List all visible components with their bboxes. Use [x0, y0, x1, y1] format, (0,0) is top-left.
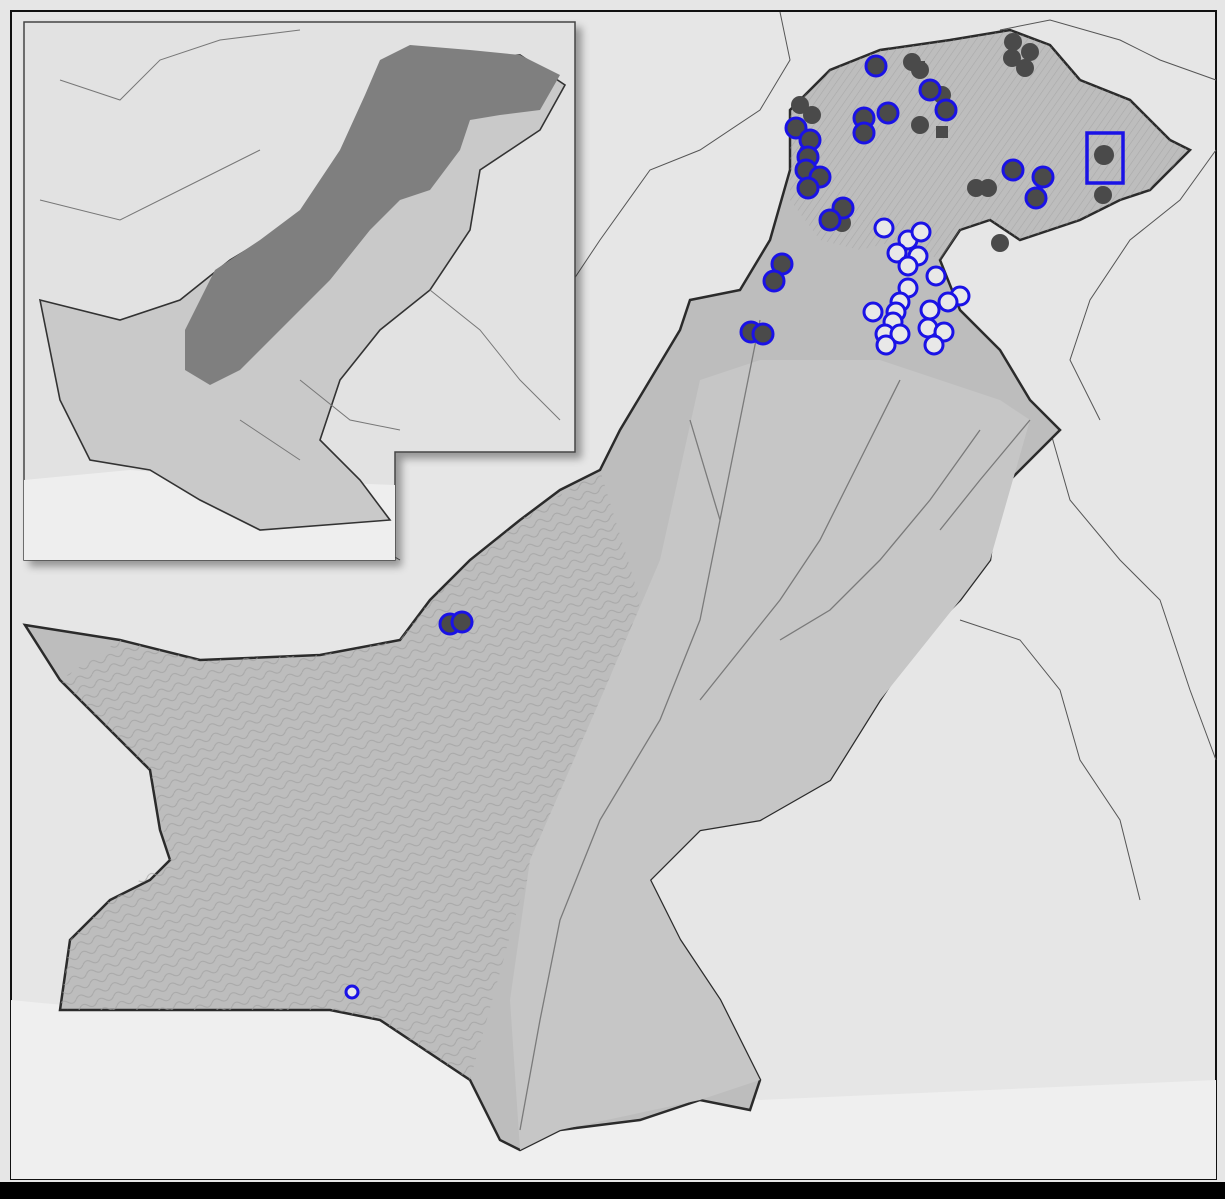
site-ring-marker: [450, 610, 474, 634]
rivers: [519, 319, 1031, 1131]
site-open-ring-marker: [919, 299, 941, 321]
site-dark-marker: [787, 119, 805, 137]
site-dark-marker: [1094, 145, 1114, 165]
northern-mountains-relief: [790, 30, 1190, 260]
site-ring-marker: [784, 116, 808, 140]
site-dark-marker: [754, 325, 772, 343]
site-dark-marker: [799, 179, 817, 197]
site-open-ring-marker: [910, 221, 932, 243]
site-ring-marker: [876, 101, 900, 125]
site-ring-marker: [796, 176, 820, 200]
site-dark-marker: [791, 96, 809, 114]
site-box-marker: [1085, 131, 1125, 185]
site-dark-marker: [911, 116, 929, 134]
site-dark-marker: [1034, 168, 1052, 186]
site-square-marker: [913, 61, 925, 73]
site-dark-marker: [1004, 33, 1022, 51]
site-dark-marker: [1094, 186, 1112, 204]
bottom-band: [0, 1182, 1225, 1199]
site-dark-marker: [991, 234, 1009, 252]
site-ring-marker: [818, 208, 842, 232]
site-dark-marker: [1004, 161, 1022, 179]
site-open-ring-marker: [937, 291, 959, 313]
site-dark-marker: [979, 179, 997, 197]
site-dark-marker: [803, 106, 821, 124]
site-ring-marker: [1001, 158, 1025, 182]
site-dark-marker: [855, 124, 873, 142]
site-open-ring-marker: [923, 334, 945, 356]
site-dark-marker: [937, 101, 955, 119]
site-dark-marker: [821, 211, 839, 229]
site-dark-marker: [765, 272, 783, 290]
site-open-ring-marker: [886, 242, 908, 264]
site-ring-marker: [751, 322, 775, 346]
site-dark-marker: [1021, 43, 1039, 61]
site-open-ring-marker: [862, 301, 884, 323]
inset-highlighted-region: [185, 45, 560, 385]
site-dark-marker: [773, 255, 791, 273]
site-open-ring-marker: [344, 984, 360, 1000]
site-ring-marker: [864, 54, 888, 78]
site-ring-marker: [934, 98, 958, 122]
site-dark-marker: [1003, 49, 1021, 67]
site-open-ring-marker: [889, 323, 911, 345]
site-ring-marker: [831, 196, 855, 220]
site-open-ring-marker: [873, 217, 895, 239]
site-dark-marker: [1016, 59, 1034, 77]
western-ranges-relief: [60, 470, 640, 1080]
site-open-ring-marker: [897, 255, 919, 277]
site-ring-marker: [852, 121, 876, 145]
site-dark-marker: [921, 81, 939, 99]
inset-internal-boundaries: [39, 29, 561, 461]
site-ring-marker: [1024, 186, 1048, 210]
site-open-ring-marker: [925, 265, 947, 287]
site-ring-marker: [918, 78, 942, 102]
site-open-ring-marker: [875, 334, 897, 356]
site-dark-marker: [801, 131, 819, 149]
site-dark-marker: [1027, 189, 1045, 207]
site-ring-marker: [762, 269, 786, 293]
site-dark-marker: [879, 104, 897, 122]
indus-plain: [510, 360, 1030, 1150]
site-dark-marker: [867, 57, 885, 75]
site-markers: [344, 33, 1125, 1000]
site-dark-marker: [453, 613, 471, 631]
inset-map: [23, 21, 576, 561]
site-ring-marker: [1031, 165, 1055, 189]
site-square-marker: [936, 126, 948, 138]
